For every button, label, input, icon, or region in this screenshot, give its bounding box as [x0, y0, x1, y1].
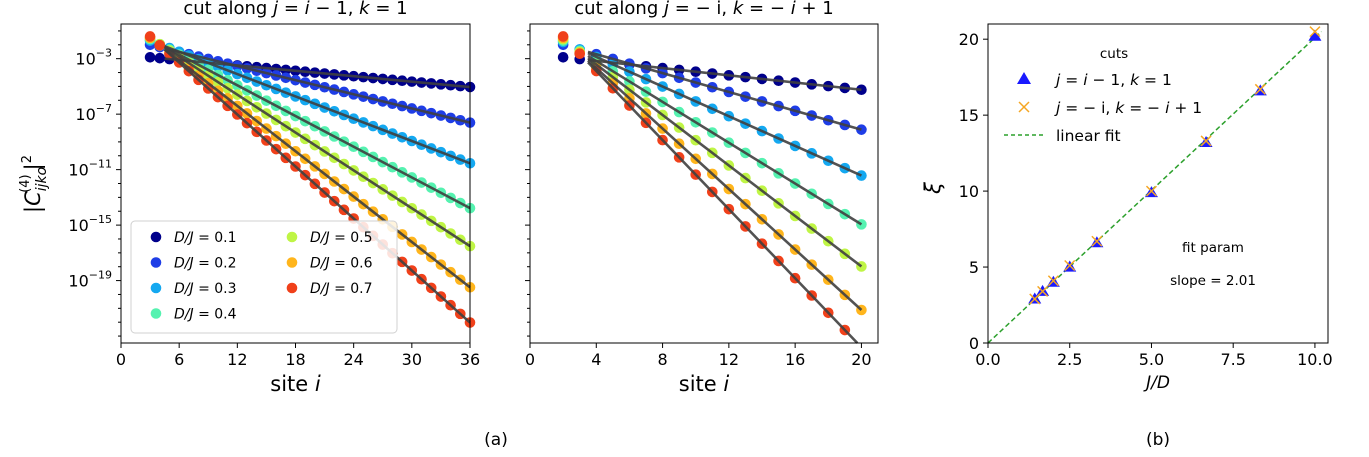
legend-label: D/J = 0.1	[174, 230, 237, 246]
x-tick-label: 30	[402, 350, 422, 369]
caption-b: (b)	[1146, 430, 1170, 450]
legend-label: D/J = 0.4	[174, 307, 237, 323]
legend-label: j = − i, k = − i + 1	[1054, 99, 1202, 117]
data-point	[558, 52, 569, 63]
panel-a-right: 0 4 8 12 16 20 cut along j = − i, k = − i + 1 s…	[525, 0, 878, 396]
y-tick-label: 5	[969, 258, 979, 277]
legend-label: D/J = 0.2	[174, 256, 237, 272]
x-tick-label: 36	[460, 350, 480, 369]
x-tick-label: 5.0	[1139, 350, 1164, 369]
legend-label: D/J = 0.7	[310, 281, 373, 297]
x-tick-label: 7.5	[1220, 350, 1245, 369]
panel-a-left: 0 6 12 18 24 30 36 10−3 10−7 10−11 10−15 10−19 cut a…	[18, 0, 480, 396]
x-tick-label: 12	[227, 350, 247, 369]
fit-param-label: fit param	[1182, 240, 1244, 256]
x-tick-label: 12	[719, 350, 739, 369]
fit-line	[588, 53, 861, 175]
data-point	[154, 40, 165, 51]
legend-title: cuts	[1100, 46, 1128, 62]
x-tick-label: 16	[785, 350, 805, 369]
x-tick-label: 10.0	[1297, 350, 1333, 369]
x-axis-label: site i	[679, 372, 730, 396]
legend-marker	[287, 257, 298, 268]
fit-line	[588, 61, 861, 310]
x-tick-label: 20	[851, 350, 871, 369]
panel-b: 0.0 2.5 5.0 7.5 10.0 0 5 10 15 20 J/D ξ cuts j = i − …	[921, 24, 1333, 393]
data-point	[145, 52, 156, 63]
x-tick-label: 24	[343, 350, 363, 369]
legend-marker	[287, 232, 298, 243]
legend-marker	[151, 257, 162, 268]
x-axis-label: site i	[270, 372, 321, 396]
x-axis-label: J/D	[1143, 373, 1170, 393]
y-tick-label: 10−3	[75, 47, 112, 69]
x-tick-label: 0.0	[975, 350, 1000, 369]
data-point	[558, 31, 569, 42]
legend-marker	[1017, 72, 1031, 84]
x-tick-label: 0	[525, 350, 535, 369]
x-tick-label: 6	[174, 350, 184, 369]
legend-marker	[151, 308, 162, 319]
legend-marker	[151, 283, 162, 294]
legend-label: D/J = 0.5	[310, 230, 373, 246]
legend-marker	[151, 232, 162, 243]
y-tick-label: 20	[959, 30, 979, 49]
y-tick-label: 10−15	[68, 213, 112, 235]
y-axis-label: |Cijko(4)|2	[18, 155, 50, 213]
y-tick-label: 10	[959, 182, 979, 201]
legend-label: D/J = 0.6	[310, 256, 373, 272]
y-tick-label: 10−11	[68, 158, 112, 180]
slope-label: slope = 2.01	[1170, 273, 1256, 289]
panel-title: cut along j = i − 1, k = 1	[183, 0, 407, 19]
legend-marker	[287, 283, 298, 294]
y-axis-label: ξ	[921, 182, 945, 195]
fit-line	[588, 62, 857, 343]
y-tick-label: 10−7	[75, 102, 112, 124]
x-tick-label: 8	[657, 350, 667, 369]
caption-a: (a)	[484, 430, 508, 450]
legend-label: linear fit	[1056, 127, 1121, 145]
x-tick-label: 0	[116, 350, 126, 369]
data-point	[154, 53, 165, 64]
x-tick-label: 4	[591, 350, 601, 369]
panel-title: cut along j = − i, k = − i + 1	[574, 0, 833, 19]
x-tick-label: 2.5	[1057, 350, 1082, 369]
legend-label: j = i − 1, k = 1	[1054, 71, 1172, 89]
data-point	[574, 48, 585, 59]
x-tick-label: 18	[285, 350, 305, 369]
y-tick-label: 0	[969, 334, 979, 353]
data-point	[145, 31, 156, 42]
y-tick-label: 15	[959, 106, 979, 125]
fit-line	[588, 56, 861, 224]
legend-label: D/J = 0.3	[174, 281, 237, 297]
y-tick-label: 10−19	[68, 269, 112, 291]
